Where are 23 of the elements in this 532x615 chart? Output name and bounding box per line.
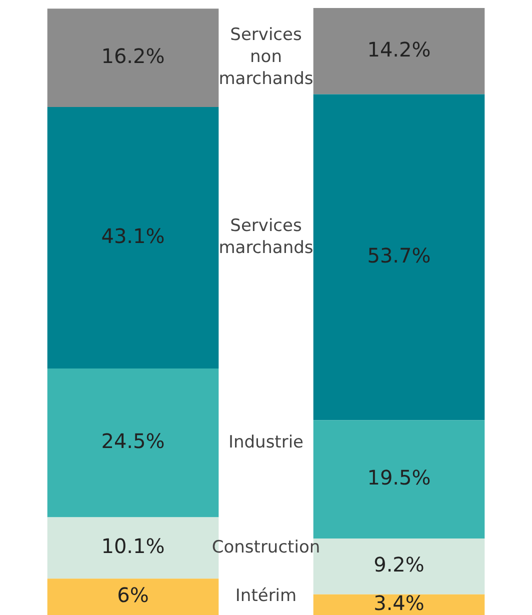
bar	[313, 94, 485, 420]
bar	[313, 420, 485, 539]
bar	[47, 106, 219, 369]
series-label: Construction	[212, 537, 320, 558]
bar	[313, 594, 485, 615]
bar	[47, 8, 219, 107]
data-label: 24.5%	[101, 429, 165, 454]
series-label: Services marchands	[218, 216, 314, 258]
bar	[47, 368, 219, 518]
data-label: 3.4%	[374, 590, 424, 615]
series-label: Intérim	[235, 586, 297, 606]
data-label: 53.7%	[367, 243, 431, 268]
data-label: 16.2%	[101, 44, 165, 68]
data-label: 43.1%	[101, 224, 165, 248]
data-label: 9.2%	[374, 552, 424, 577]
data-label: 19.5%	[367, 466, 431, 490]
bar	[47, 578, 219, 615]
series-label: Services non marchands	[218, 25, 314, 90]
data-label: 14.2%	[367, 37, 431, 62]
bar	[313, 8, 485, 94]
data-label: 6%	[117, 582, 149, 607]
data-label: 10.1%	[101, 534, 165, 558]
series-label: Industrie	[228, 432, 304, 452]
